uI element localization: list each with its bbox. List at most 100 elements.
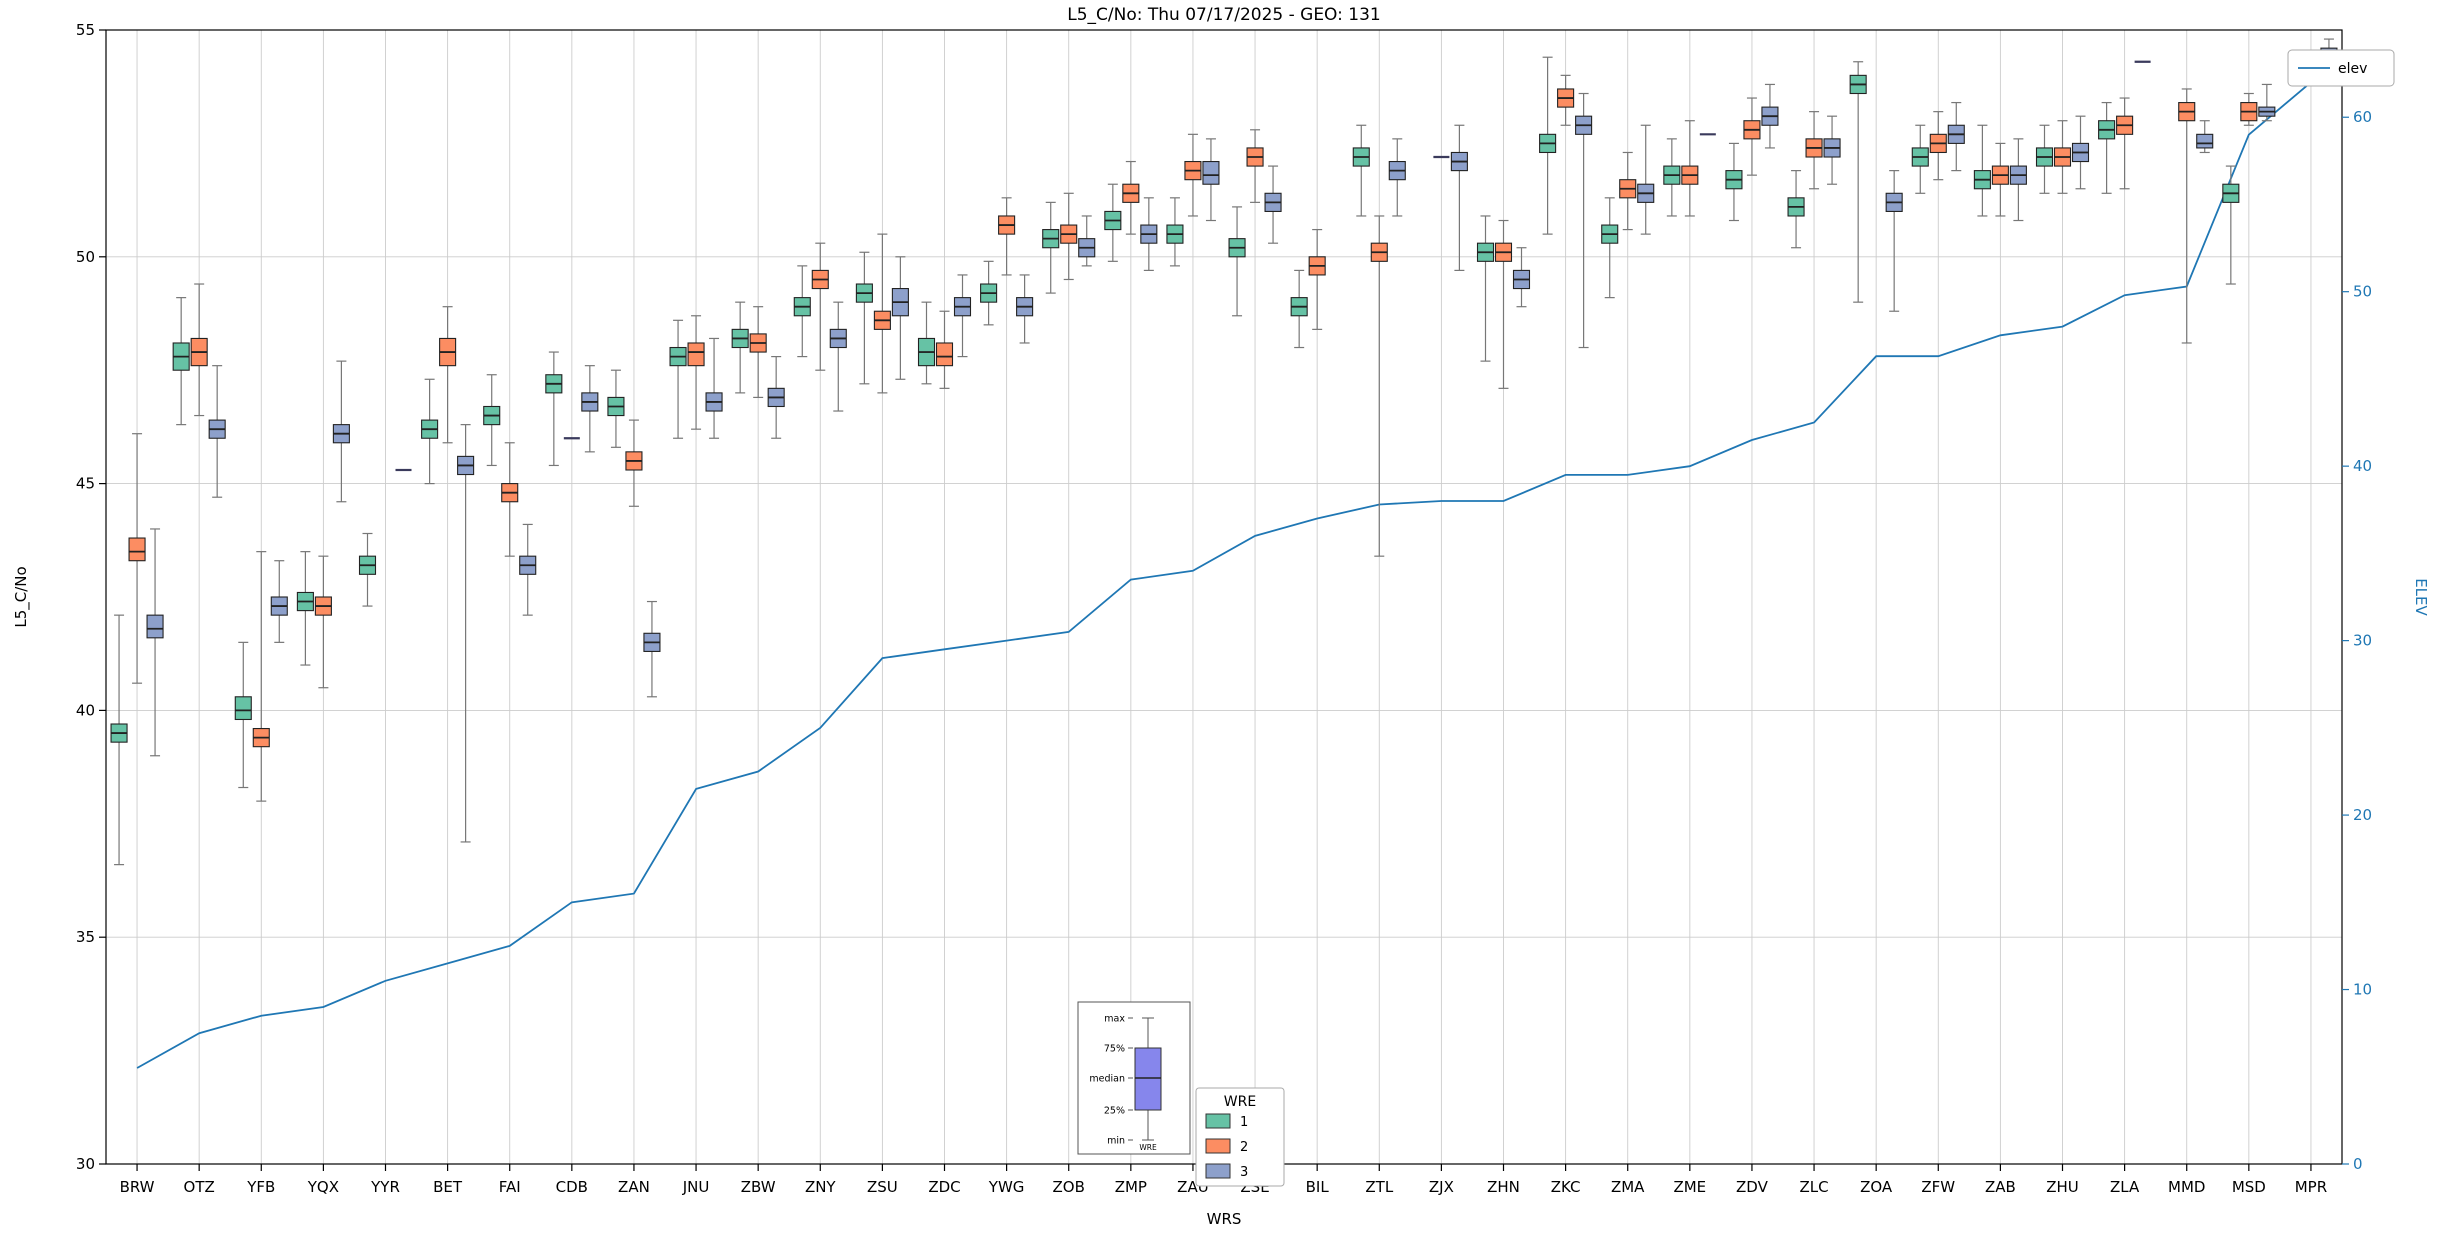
category-label: ZOA [1860,1178,1893,1196]
boxplot [190,283,208,417]
boxplot [1929,111,1947,181]
boxplot [2196,120,2214,154]
category-label: ZNY [805,1178,836,1196]
boxplot [501,442,519,557]
boxplot-anatomy-inset: max 75% median 25% min WRE [1077,1001,1191,1155]
inset-xlabel: WRE [1139,1143,1157,1152]
x-axis-ticks: BRW OTZ YFB YQX YYR BET FAI CDB ZAN JNU ZBW ZNY ZSU Z… [120,1164,2327,1196]
boxplot [270,560,288,643]
category-label: MMD [2168,1178,2205,1196]
boxplot [545,351,563,467]
category-label: ZLA [2110,1178,2140,1196]
boxplot [1388,138,1406,217]
boxplot [2240,92,2258,126]
boxplot [1016,274,1034,344]
boxplot [2178,88,2196,344]
boxplot [1078,215,1096,267]
boxplot [314,555,332,689]
left-tick-label: 45 [76,475,95,493]
boxplot [1476,215,1495,362]
wre-legend-title: WRE [1224,1094,1256,1110]
left-axis-label: L5_C/No [12,566,31,627]
inset-label: min [1107,1136,1125,1147]
boxplot [1104,183,1122,262]
boxplot [421,378,439,485]
boxplot [110,614,128,866]
boxplot [1761,83,1779,149]
inset-label: 75% [1104,1044,1125,1055]
boxplot [793,265,811,358]
boxplot [1370,215,1388,557]
boxplot [2098,101,2116,194]
wre-legend-label: 1 [1240,1115,1248,1130]
boxplot [581,365,599,453]
category-label: MSD [2232,1178,2266,1196]
boxplot [643,600,661,698]
boxplot [1575,92,1593,349]
boxplot [1663,138,1681,217]
boxplot [439,306,457,444]
left-tick-label: 50 [76,248,95,266]
right-tick-label: 30 [2353,632,2372,650]
category-label: ZBW [741,1178,776,1196]
boxplot [625,419,643,507]
category-label: ZMA [1611,1178,1645,1196]
boxplot [855,251,873,385]
inset-label: 25% [1104,1106,1125,1117]
wre-legend-label: 3 [1240,1165,1248,1180]
category-label: ZJX [1429,1178,1454,1196]
boxplot-layer [110,38,2338,866]
boxplot [296,551,314,666]
category-label: YQX [307,1178,339,1196]
boxplot [1140,197,1158,272]
boxplot [1166,197,1184,267]
boxplot [811,242,829,371]
boxplot [1246,129,1264,203]
boxplot [1743,97,1761,176]
boxplot [2116,97,2134,190]
category-label: ZAB [1985,1178,2016,1196]
boxplot [519,523,537,616]
boxplot [2053,120,2072,194]
grid-lines [106,29,2342,1165]
category-label: JNU [682,1178,710,1196]
boxplot [1494,219,1513,389]
boxplot [998,197,1016,276]
left-axis-ticks: 30 35 40 45 50 55 [76,21,106,1173]
elev-line-series [136,81,2312,1069]
boxplot [669,319,687,439]
category-label: ZME [1673,1178,1706,1196]
wre-2-series [128,74,2258,802]
boxplot [1849,61,1867,303]
boxplot [1619,151,1637,231]
boxplot [1122,160,1140,235]
right-tick-label: 0 [2353,1155,2363,1173]
right-axis-ticks: 0 10 20 30 40 50 60 [2342,108,2372,1173]
boxplot [1042,201,1060,294]
boxplot [891,256,909,380]
right-tick-label: 10 [2353,981,2372,999]
category-label: BET [433,1178,463,1196]
category-label: ZAN [618,1178,650,1196]
boxplot [1184,133,1202,217]
category-label: ZFW [1921,1178,1955,1196]
boxplot [829,301,847,412]
right-tick-label: 40 [2353,457,2372,475]
wre-legend-label: 2 [1240,1140,1248,1155]
left-tick-label: 40 [76,701,95,719]
boxplot [483,374,501,467]
category-label: OTZ [184,1178,215,1196]
category-label: ZTL [1365,1178,1393,1196]
boxplot [687,315,705,430]
boxplot [1060,192,1078,281]
boxplot [1823,115,1841,185]
x-axis-label: WRS [1207,1210,1242,1228]
boxplot [457,424,475,843]
boxplot [128,433,146,684]
boxplot [1787,170,1805,249]
boxplot [146,528,164,757]
category-label: ZLC [1800,1178,1829,1196]
left-tick-label: 35 [76,928,95,946]
